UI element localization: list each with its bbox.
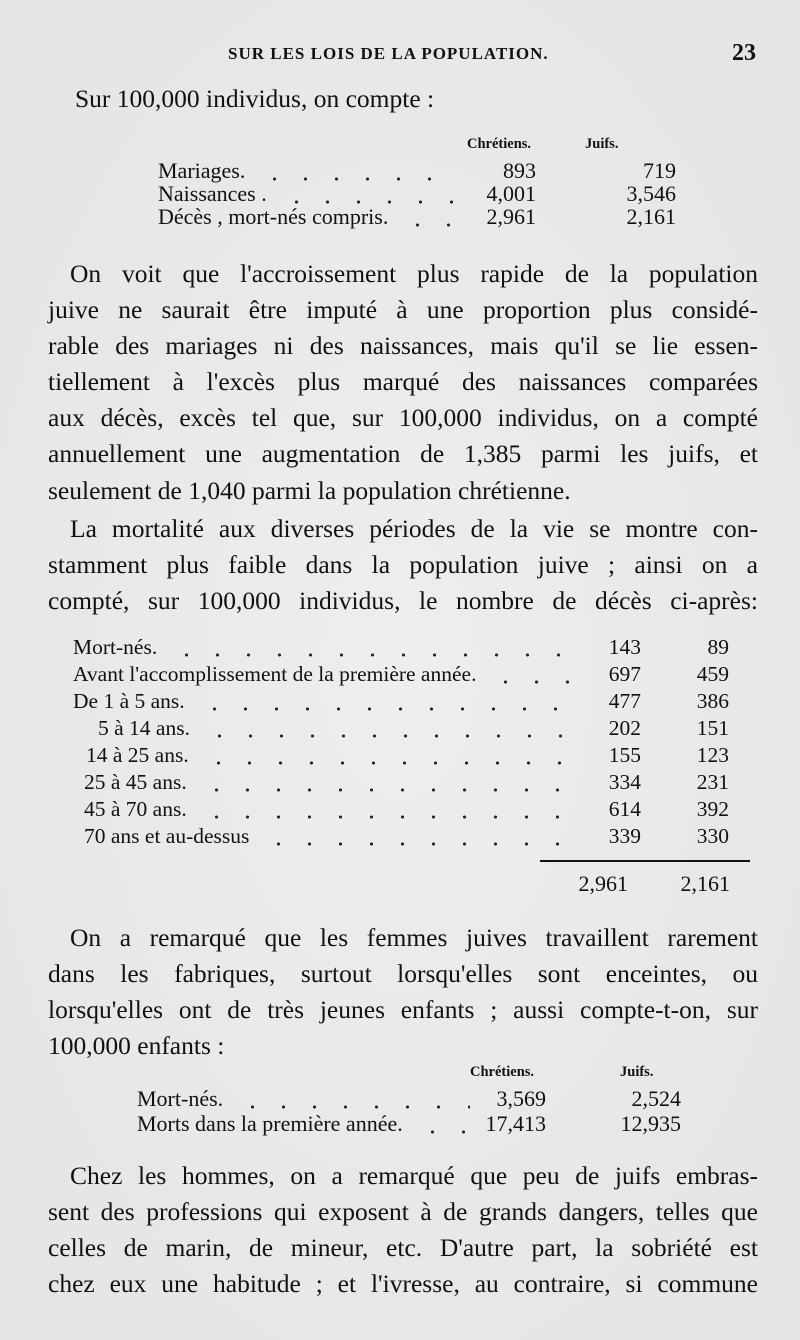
table-row: Naissances . 4,001 3,546 (0, 181, 800, 207)
cell-value: 155 (608, 743, 641, 767)
cell-value: 17,413 (485, 1111, 547, 1136)
cell-value: 123 (696, 743, 729, 767)
cell-value: 4,001 (486, 181, 537, 206)
dot-leader (253, 158, 455, 184)
table-row: De 1 à 5 ans. 477 386 (0, 688, 800, 714)
paragraph-line: stamment plus faible dans la population … (48, 550, 758, 579)
table-row: Décès , mort-nés compris. 2,961 2,161 (0, 204, 800, 230)
table-row: Mort-nés. 3,569 2,524 (0, 1086, 800, 1112)
dot-leader (193, 688, 575, 714)
running-title: SUR LES LOIS DE LA POPULATION. (228, 44, 549, 63)
cell-value: 330 (696, 824, 729, 848)
intro-line: Sur 100,000 individus, on compte : (75, 84, 435, 113)
dot-leader (195, 796, 575, 822)
paragraph-line: Chez les hommes, on a remarqué que peu d… (70, 1161, 758, 1190)
cell-value: 334 (608, 770, 641, 794)
table-row: Morts dans la première année. 17,413 12,93… (0, 1111, 800, 1137)
paragraph-line: compté, sur 100,000 individus, le nombre… (48, 586, 758, 615)
table-row: 5 à 14 ans. 202 151 (0, 715, 800, 741)
dot-leader (484, 661, 575, 687)
paragraph-line: juive ne saurait être imputé à une propo… (48, 295, 758, 324)
table-row: Avant l'accomplissement de la première a… (0, 661, 800, 687)
dot-leader (275, 181, 455, 207)
table-row: Mort-nés. 143 89 (0, 634, 800, 660)
cell-value: 386 (696, 689, 729, 713)
row-label: 25 à 45 ans. (84, 770, 187, 794)
column-header: Juifs. (585, 136, 619, 152)
cell-value: 392 (696, 797, 729, 821)
cell-value: 697 (608, 662, 641, 686)
row-label: De 1 à 5 ans. (73, 689, 185, 713)
row-label: Mariages. (158, 158, 246, 183)
dot-leader (165, 634, 575, 660)
table-row: 25 à 45 ans. 334 231 (0, 769, 800, 795)
dot-leader (396, 204, 455, 230)
column-header: Juifs. (620, 1064, 654, 1080)
row-label: Mort-nés. (73, 635, 158, 659)
row-label: Morts dans la première année. (137, 1111, 403, 1136)
row-label: 14 à 25 ans. (86, 743, 189, 767)
paragraph-line: celles de marin, de mineur, etc. D'autre… (48, 1233, 758, 1262)
row-label: 5 à 14 ans. (98, 716, 190, 740)
paragraph-line: aux décès, excès tel que, sur 100,000 in… (48, 403, 758, 432)
row-label: Mort-nés. (137, 1086, 224, 1111)
total-value: 2,961 (578, 871, 629, 896)
cell-value: 893 (503, 158, 536, 183)
cell-value: 2,161 (626, 204, 677, 229)
table-row: 70 ans et au-dessus 339 330 (0, 823, 800, 849)
row-label: Décès , mort-nés compris. (158, 204, 389, 229)
paragraph-line: seulement de 1,040 parmi la population c… (48, 476, 571, 505)
column-header: Chrétiens. (470, 1064, 535, 1080)
cell-value: 2,961 (486, 204, 537, 229)
cell-value: 89 (707, 635, 730, 659)
paragraph-line: tiellement à l'excès plus marqué des nai… (48, 367, 758, 396)
cell-value: 3,569 (496, 1086, 547, 1111)
total-value: 2,161 (680, 871, 731, 896)
page-number: 23 (732, 40, 756, 66)
paragraph-line: chez eux une habitude ; et l'ivresse, au… (48, 1269, 758, 1298)
dot-leader (197, 742, 575, 768)
cell-value: 151 (696, 716, 729, 740)
row-label: Naissances . (158, 181, 267, 206)
cell-value: 614 (608, 797, 641, 821)
dot-leader (231, 1086, 470, 1112)
cell-value: 2,524 (631, 1086, 682, 1111)
paragraph-line: dans les fabriques, surtout lorsqu'elles… (48, 959, 758, 988)
paragraph-line: annuellement une augmentation de 1,385 p… (48, 439, 758, 468)
cell-value: 3,546 (626, 181, 677, 206)
cell-value: 459 (696, 662, 729, 686)
row-label: Avant l'accomplissement de la première a… (73, 662, 477, 686)
table-row: 14 à 25 ans. 155 123 (0, 742, 800, 768)
paragraph-line: 100,000 enfants : (48, 1031, 225, 1060)
cell-value: 719 (643, 158, 676, 183)
cell-value: 12,935 (620, 1111, 682, 1136)
cell-value: 231 (696, 770, 729, 794)
paragraph-line: rable des mariages ni des naissances, ma… (48, 331, 758, 360)
paragraph-line: La mortalité aux diverses périodes de la… (70, 514, 758, 543)
dot-leader (198, 715, 575, 741)
total-rule (540, 860, 750, 862)
cell-value: 477 (608, 689, 641, 713)
row-label: 70 ans et au-dessus (84, 824, 250, 848)
paragraph-line: On voit que l'accroissement plus rapide … (70, 259, 758, 288)
table-row: 45 à 70 ans. 614 392 (0, 796, 800, 822)
paragraph-line: lorsqu'elles ont de très jeunes enfants … (48, 995, 758, 1024)
column-header: Chrétiens. (467, 136, 532, 152)
cell-value: 143 (608, 635, 641, 659)
paragraph-line: On a remarqué que les femmes juives trav… (70, 923, 758, 952)
row-label: 45 à 70 ans. (84, 797, 187, 821)
paragraph-line: sent des professions qui exposent à de g… (48, 1197, 758, 1226)
dot-leader (195, 769, 575, 795)
dot-leader (411, 1111, 470, 1137)
cell-value: 339 (608, 824, 641, 848)
cell-value: 202 (608, 716, 641, 740)
table-row: Mariages. 893 719 (0, 158, 800, 184)
dot-leader (257, 823, 575, 849)
